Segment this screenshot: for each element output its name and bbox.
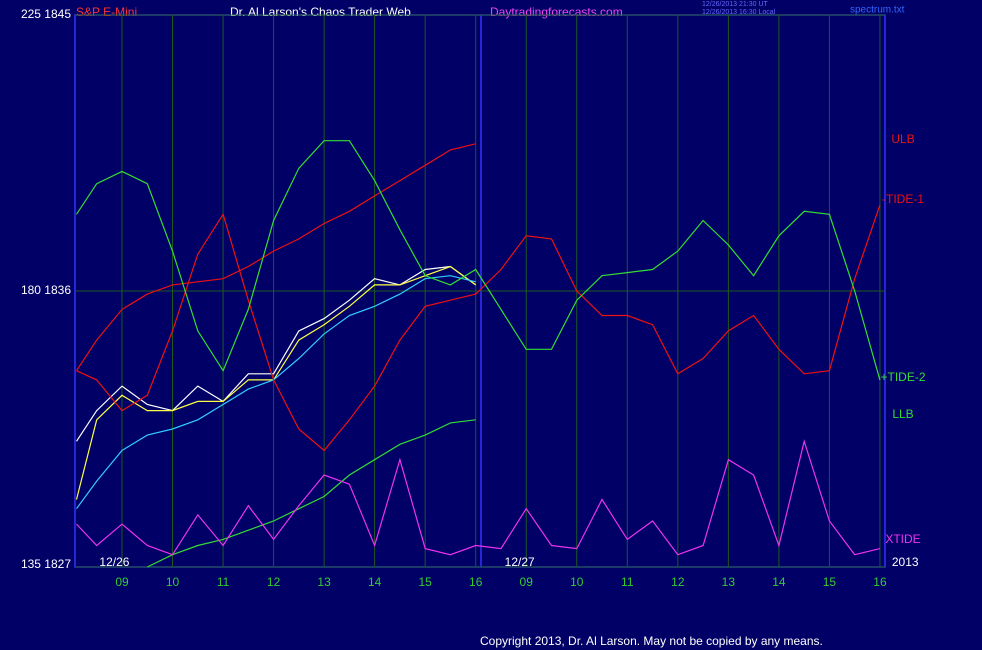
x-tick-label: 13 bbox=[722, 575, 736, 589]
series-label: XTIDE bbox=[885, 532, 920, 546]
x-tick-label: 16 bbox=[873, 575, 887, 589]
series-line bbox=[75, 140, 881, 381]
x-tick-label: 15 bbox=[823, 575, 837, 589]
y-tick-label: 135 1827 bbox=[21, 557, 71, 571]
x-tick-label: 12 bbox=[671, 575, 685, 589]
instrument: S&P E-Mini bbox=[76, 5, 137, 19]
series-line bbox=[76, 275, 476, 510]
x-tick-label: 09 bbox=[115, 575, 129, 589]
series-label: -TIDE-1 bbox=[882, 192, 924, 206]
series-label: ULB bbox=[891, 132, 914, 146]
x-tick-label: 13 bbox=[317, 575, 331, 589]
series-line bbox=[76, 439, 881, 556]
series-label: LLB bbox=[892, 407, 913, 421]
series-label: +TIDE-2 bbox=[880, 370, 925, 384]
y-tick-label: 180 1836 bbox=[21, 283, 71, 297]
y-tick-label: 225 1845 bbox=[21, 7, 71, 21]
timestamp: 12/26/2013 16:30 Local bbox=[702, 9, 776, 16]
series-line bbox=[76, 204, 881, 452]
x-tick-label: 12 bbox=[267, 575, 281, 589]
x-tick-label: 14 bbox=[772, 575, 786, 589]
site-title: Dr. Al Larson's Chaos Trader Web bbox=[230, 5, 411, 19]
date-label: 12/26 bbox=[99, 555, 129, 569]
x-tick-label: 11 bbox=[621, 575, 634, 589]
x-tick-label: 15 bbox=[418, 575, 432, 589]
series-line bbox=[75, 265, 477, 500]
x-tick-label: 10 bbox=[570, 575, 584, 589]
file-name: spectrum.txt bbox=[850, 5, 905, 16]
x-tick-label: 10 bbox=[166, 575, 180, 589]
x-tick-label: 16 bbox=[469, 575, 483, 589]
x-tick-label: 14 bbox=[368, 575, 382, 589]
timestamp: 12/26/2013 21:30 UT bbox=[702, 1, 768, 8]
series-line bbox=[75, 143, 476, 372]
date-label: 2013 bbox=[892, 555, 919, 569]
date-label: 12/27 bbox=[505, 555, 535, 569]
series-line bbox=[75, 265, 477, 442]
x-tick-label: 11 bbox=[217, 575, 230, 589]
x-tick-label: 09 bbox=[520, 575, 534, 589]
series-line bbox=[147, 419, 476, 568]
copyright: Copyright 2013, Dr. Al Larson. May not b… bbox=[480, 634, 823, 648]
site-url: Daytradingforecasts.com bbox=[490, 5, 623, 19]
